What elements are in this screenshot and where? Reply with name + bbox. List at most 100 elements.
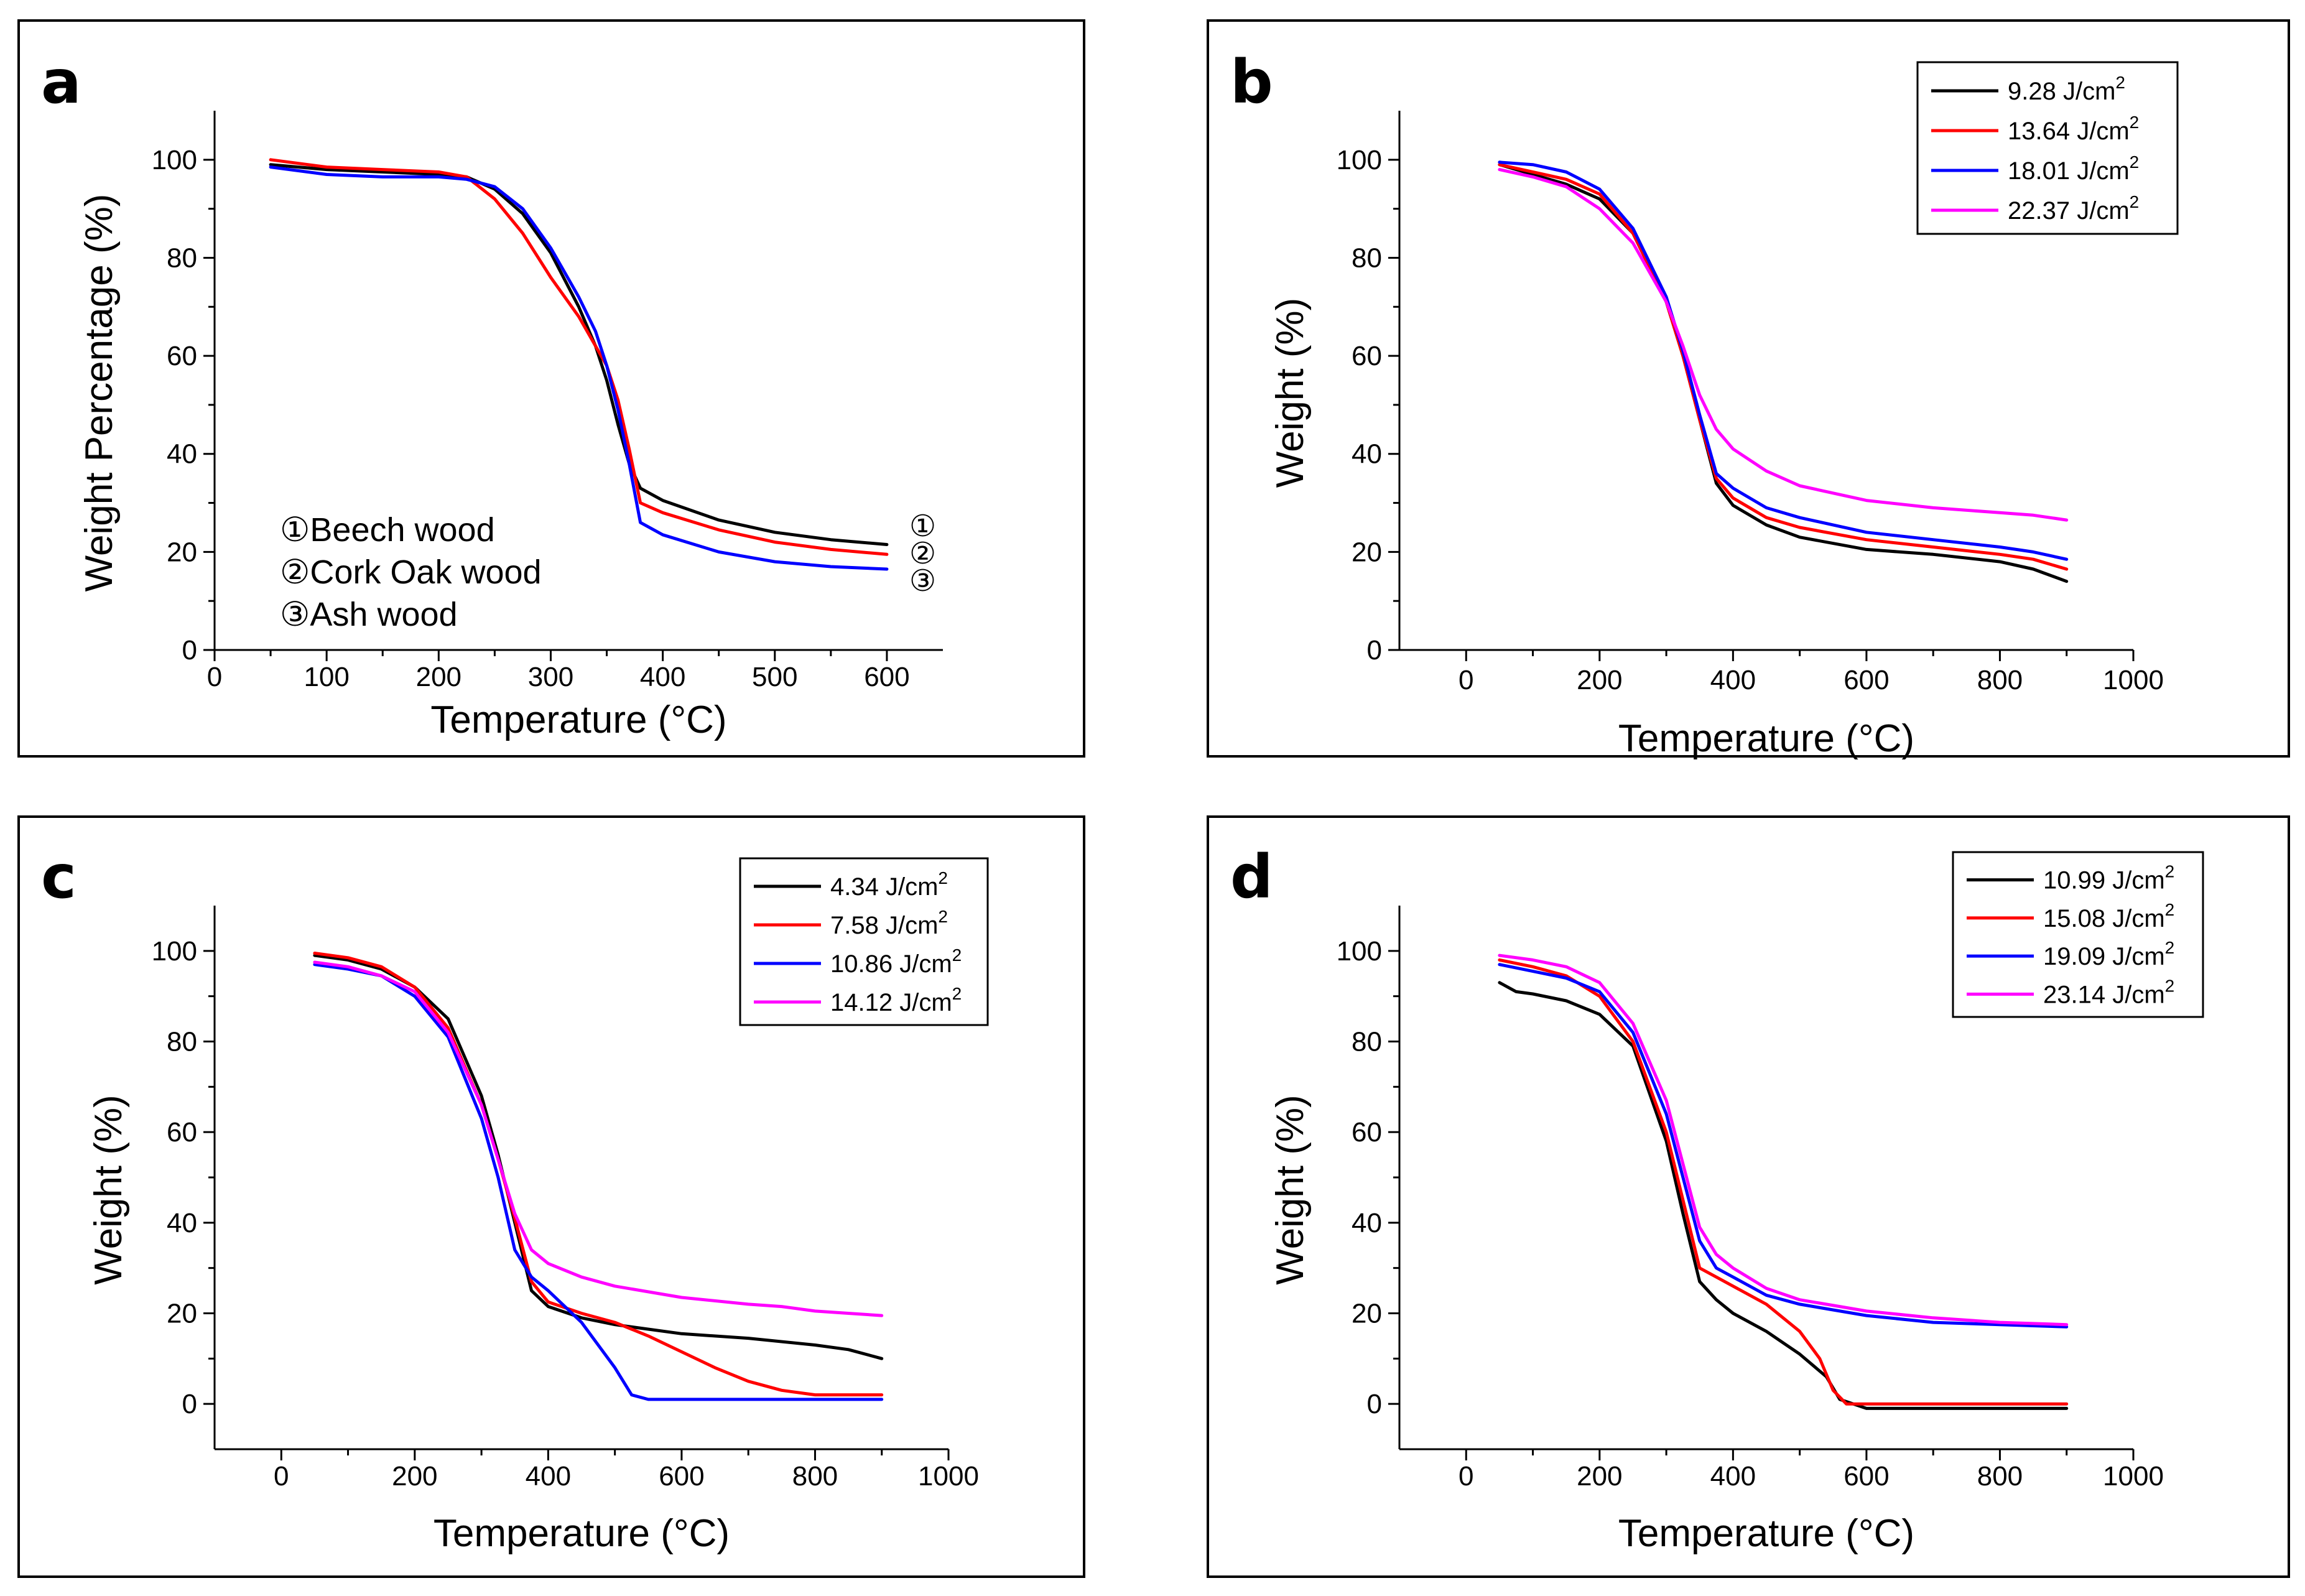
y-axis-label: Weight (%) — [1269, 1095, 1312, 1285]
x-tick-label: 400 — [1710, 1461, 1756, 1492]
annotation-3: ③Ash wood — [280, 596, 458, 633]
y-tick-label: 60 — [167, 1117, 197, 1148]
y-tick-label: 40 — [1352, 439, 1382, 470]
series-line-1 — [1498, 981, 2069, 1410]
panel-frame — [17, 19, 1085, 758]
x-axis-label: Temperature (°C) — [1618, 717, 1914, 760]
legend-entry-superscript: 2 — [2130, 192, 2140, 211]
series-line-4 — [1498, 953, 2069, 1327]
y-tick-label: 0 — [1367, 635, 1382, 666]
y-tick-label: 0 — [182, 635, 197, 666]
y-tick-label: 100 — [1337, 145, 1382, 175]
x-tick-label: 800 — [792, 1461, 838, 1492]
y-tick-label: 100 — [1337, 936, 1382, 967]
x-axis-label: Temperature (°C) — [434, 1512, 730, 1555]
x-tick-label: 500 — [752, 662, 797, 692]
legend-entry-label: 19.09 J/cm — [2043, 943, 2165, 970]
legend-entry-2: 7.58 J/cm2 — [830, 907, 948, 939]
x-axis-label: Temperature (°C) — [1618, 1512, 1914, 1555]
legend-entry-1: 10.99 J/cm2 — [2043, 862, 2174, 894]
legend-entry-superscript: 2 — [952, 984, 962, 1003]
x-tick-label: 1000 — [2103, 1461, 2164, 1492]
x-tick-label: 200 — [392, 1461, 437, 1492]
legend-entry-4: 14.12 J/cm2 — [830, 984, 962, 1016]
series-line-4 — [313, 960, 884, 1317]
x-tick-label: 0 — [207, 662, 222, 692]
legend-entry-2: 15.08 J/cm2 — [2043, 900, 2174, 932]
legend-entry-superscript: 2 — [938, 907, 948, 926]
series-line-3 — [269, 165, 889, 571]
panel-letter: a — [41, 47, 81, 117]
legend-entry-label: 9.28 J/cm — [2008, 78, 2115, 105]
y-tick-label: 20 — [167, 537, 197, 567]
y-tick-label: 60 — [167, 341, 197, 371]
annotation-2: ②Cork Oak wood — [280, 554, 542, 591]
y-tick-label: 20 — [167, 1299, 197, 1329]
legend-entry-superscript: 2 — [2165, 900, 2175, 919]
legend-entry-superscript: 2 — [2130, 152, 2140, 172]
series-line-2 — [1498, 163, 2069, 571]
x-axis-label: Temperature (°C) — [430, 698, 726, 741]
x-tick-label: 600 — [864, 662, 909, 692]
legend-entry-label: 7.58 J/cm — [830, 912, 938, 939]
y-tick-label: 80 — [1352, 1027, 1382, 1057]
y-tick-label: 80 — [167, 1027, 197, 1057]
legend-entry-3: 19.09 J/cm2 — [2043, 938, 2174, 970]
y-tick-label: 80 — [1352, 243, 1382, 273]
series-line-4 — [1498, 168, 2069, 522]
series-line-2 — [269, 158, 889, 556]
legend-entry-superscript: 2 — [2165, 938, 2175, 957]
legend-entry-1: 4.34 J/cm2 — [830, 868, 948, 901]
legend-entry-superscript: 2 — [2165, 976, 2175, 995]
legend-entry-label: 10.99 J/cm — [2043, 867, 2165, 894]
y-tick-label: 20 — [1352, 1299, 1382, 1329]
x-tick-label: 200 — [416, 662, 461, 692]
x-tick-label: 800 — [1977, 665, 2023, 695]
y-tick-label: 40 — [167, 1208, 197, 1238]
series-line-3 — [313, 963, 884, 1401]
legend-entry-label: 18.01 J/cm — [2008, 157, 2130, 185]
panel-a: a 0 100 200 300 400 500 600 0 20 40 60 80 100 Temperat… — [17, 19, 1085, 758]
legend-entry-4: 22.37 J/cm2 — [2008, 192, 2139, 225]
legend-entry-superscript: 2 — [2165, 862, 2175, 881]
x-tick-label: 400 — [640, 662, 685, 692]
panel-c: c 0 200 400 600 800 1000 0 20 40 60 80 100 Temperatur… — [17, 815, 1085, 1578]
y-tick-label: 40 — [1352, 1208, 1382, 1238]
x-tick-label: 600 — [1844, 1461, 1889, 1492]
y-tick-label: 0 — [182, 1389, 197, 1419]
panel-frame — [1207, 19, 2290, 758]
series-line-1 — [269, 163, 889, 546]
panel-d: d 0 200 400 600 800 1000 0 20 40 60 80 100 Temperatur… — [1207, 815, 2290, 1578]
y-tick-label: 100 — [152, 145, 197, 175]
x-tick-label: 0 — [1459, 1461, 1473, 1492]
series-line-3 — [1498, 963, 2069, 1329]
legend-entry-label: 4.34 J/cm — [830, 873, 938, 901]
x-tick-label: 300 — [528, 662, 573, 692]
y-axis-label: Weight (%) — [87, 1095, 130, 1285]
legend-entry-3: 18.01 J/cm2 — [2008, 152, 2139, 185]
legend-entry-1: 9.28 J/cm2 — [2008, 73, 2125, 105]
x-tick-label: 200 — [1577, 1461, 1622, 1492]
y-tick-label: 80 — [167, 243, 197, 273]
end-marker-3: ③ — [909, 565, 936, 598]
y-axis-label: Weight (%) — [1269, 298, 1312, 488]
panel-frame — [17, 815, 1085, 1578]
end-marker-2: ② — [909, 537, 936, 570]
legend-entry-label: 22.37 J/cm — [2008, 197, 2130, 225]
annotation-1: ①Beech wood — [280, 511, 495, 549]
y-tick-label: 20 — [1352, 537, 1382, 567]
x-tick-label: 100 — [304, 662, 349, 692]
y-tick-label: 60 — [1352, 1117, 1382, 1148]
legend-entry-label: 14.12 J/cm — [830, 989, 952, 1016]
legend-entry-label: 15.08 J/cm — [2043, 905, 2165, 932]
legend-entry-2: 13.64 J/cm2 — [2008, 113, 2139, 145]
y-tick-label: 40 — [167, 439, 197, 470]
x-tick-label: 1000 — [918, 1461, 979, 1492]
y-tick-label: 0 — [1367, 1389, 1382, 1419]
x-tick-label: 800 — [1977, 1461, 2023, 1492]
legend-entry-superscript: 2 — [952, 945, 962, 965]
y-axis-label: Weight Percentage (%) — [78, 194, 121, 592]
legend-entry-superscript: 2 — [2130, 113, 2140, 132]
x-tick-label: 1000 — [2103, 665, 2164, 695]
x-tick-label: 400 — [526, 1461, 571, 1492]
